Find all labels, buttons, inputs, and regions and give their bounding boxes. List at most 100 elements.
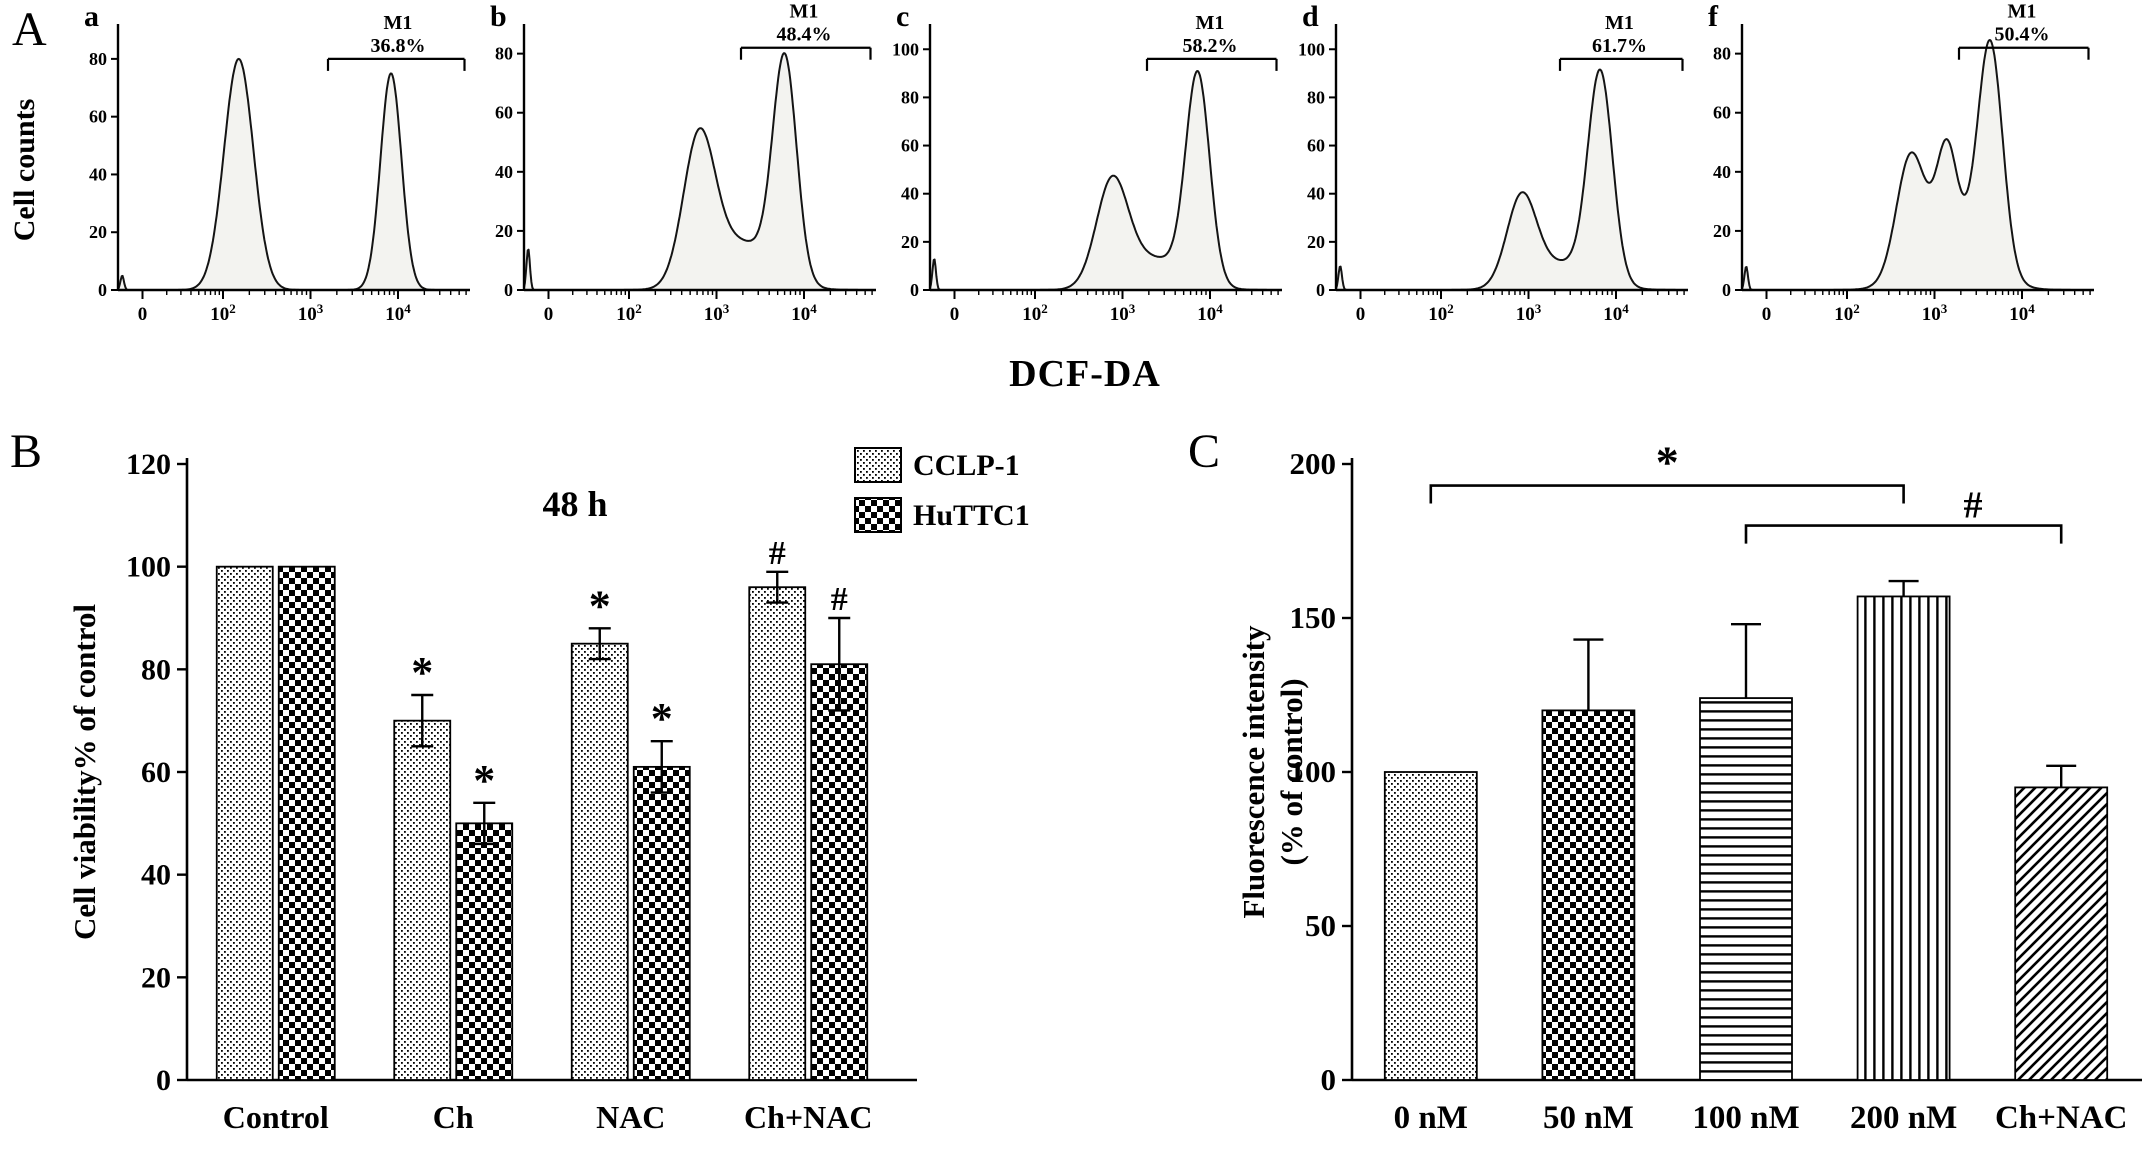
m1-gate-label: M1: [1605, 12, 1634, 34]
bar: [277, 565, 336, 1081]
y-tick-label: 60: [495, 103, 513, 123]
y-tick-label: 50: [1305, 908, 1336, 943]
x-tick-label: 102: [1022, 301, 1048, 325]
panel-A-x-axis-label: DCF-DA: [1009, 353, 1161, 395]
histogram-curve: [929, 70, 1281, 291]
y-tick-label: 80: [89, 49, 107, 69]
m1-gate-label: M1: [1196, 12, 1225, 34]
category-label: Ch+NAC: [1995, 1100, 2127, 1136]
y-tick-label: 0: [1722, 280, 1731, 300]
m1-gate-label: M1: [384, 12, 413, 34]
x-tick-label: 0: [950, 304, 960, 325]
y-tick-label: 20: [89, 222, 107, 242]
bar: [1699, 697, 1793, 1081]
panel-B-chart: 0 20 40 60 80 100 120 Cell viability% of contro…: [55, 428, 1135, 1152]
legend-swatch: [854, 447, 902, 483]
category-label: NAC: [596, 1099, 665, 1135]
y-tick-label: 60: [1713, 103, 1731, 123]
bar: [1856, 595, 1951, 1081]
subpanel-letter: f: [1708, 0, 1719, 33]
y-tick-label: 0: [1316, 280, 1325, 300]
bar: [748, 586, 807, 1081]
bar-chart-C: 0 50 100 150 200 Fluorescence intensity (% of …: [1236, 437, 2142, 1136]
y-tick-label: 80: [1713, 44, 1731, 64]
y-tick-label: 100: [1290, 754, 1337, 789]
x-tick-label: 102: [1428, 301, 1454, 325]
x-tick-label: 0: [544, 304, 554, 325]
x-tick-label: 104: [2009, 301, 2035, 325]
x-tick-label: 102: [1834, 301, 1860, 325]
bar: [2014, 786, 2109, 1081]
category-label: Ch: [433, 1099, 474, 1135]
significance-marker: *: [1656, 437, 1679, 488]
x-tick-label: 104: [791, 301, 817, 325]
y-tick-label: 40: [89, 164, 107, 184]
x-tick-label: 0: [138, 304, 148, 325]
histogram-curve: [1741, 39, 2093, 291]
y-tick-label: 40: [1307, 184, 1325, 204]
y-tick-label: 80: [1307, 87, 1325, 107]
panel-A-label: A: [12, 3, 47, 56]
subpanel-letter: d: [1302, 0, 1319, 33]
x-tick-label: 102: [616, 301, 642, 325]
y-tick-label: 100: [126, 551, 171, 584]
y-tick-label: 20: [901, 232, 919, 252]
significance-marker: *: [651, 694, 673, 743]
m1-percent: 58.2%: [1183, 35, 1238, 57]
y-tick-label: 0: [156, 1064, 171, 1097]
subpanel-letter: a: [84, 0, 99, 33]
significance-marker: *: [411, 648, 433, 697]
x-tick-label: 103: [1922, 301, 1948, 325]
x-tick-label: 104: [1197, 301, 1223, 325]
bar: [215, 565, 274, 1081]
m1-percent: 36.8%: [371, 35, 426, 57]
significance-marker: #: [831, 581, 848, 618]
y-tick-label: 80: [141, 653, 171, 686]
category-label: 50 nM: [1543, 1100, 1634, 1136]
chart-title: 48 h: [542, 484, 607, 524]
category-label: 200 nM: [1850, 1100, 1957, 1136]
x-tick-label: 103: [298, 301, 324, 325]
histogram-curve: [117, 57, 469, 291]
category-label: 100 nM: [1692, 1100, 1799, 1136]
y-tick-label: 20: [1307, 232, 1325, 252]
category-label: 0 nM: [1394, 1100, 1468, 1136]
y-tick-label: 60: [141, 756, 171, 789]
y-tick-label: 100: [892, 39, 919, 59]
bar: [810, 663, 869, 1081]
panel-A-y-axis-label: Cell counts: [8, 98, 41, 242]
y-axis-title-line1: Fluorescence intensity: [1240, 625, 1271, 919]
x-tick-label: 0: [1762, 304, 1772, 325]
bar: [1541, 709, 1636, 1081]
m1-percent: 48.4%: [777, 24, 832, 46]
panel-A-plots: 0 20 40 60 80 0 102 103 104 a M1 36.8% 0 20 40 60 80 0 102…: [70, 0, 2100, 345]
x-tick-label: 103: [1516, 301, 1542, 325]
y-tick-label: 40: [901, 184, 919, 204]
y-tick-label: 0: [98, 280, 107, 300]
y-tick-label: 40: [1713, 162, 1731, 182]
m1-percent: 50.4%: [1995, 24, 2050, 46]
y-tick-label: 80: [901, 87, 919, 107]
category-label: Ch+NAC: [744, 1099, 872, 1135]
y-tick-label: 60: [901, 136, 919, 156]
m1-gate-label: M1: [2008, 1, 2037, 23]
y-tick-label: 60: [1307, 136, 1325, 156]
category-label: Control: [223, 1099, 329, 1135]
bar: [1383, 771, 1478, 1081]
y-tick-label: 100: [1298, 39, 1325, 59]
panel-C-label: C: [1188, 425, 1221, 478]
panel-B-label: B: [10, 425, 43, 478]
subpanel-letter: b: [490, 0, 507, 33]
y-tick-label: 20: [495, 221, 513, 241]
significance-bracket: [1744, 524, 2063, 544]
legend-label: HuTTC1: [913, 499, 1030, 532]
y-axis-title: Cell viability% of control: [67, 604, 102, 940]
y-tick-label: 150: [1290, 600, 1337, 635]
legend-label: CCLP-1: [913, 449, 1020, 482]
